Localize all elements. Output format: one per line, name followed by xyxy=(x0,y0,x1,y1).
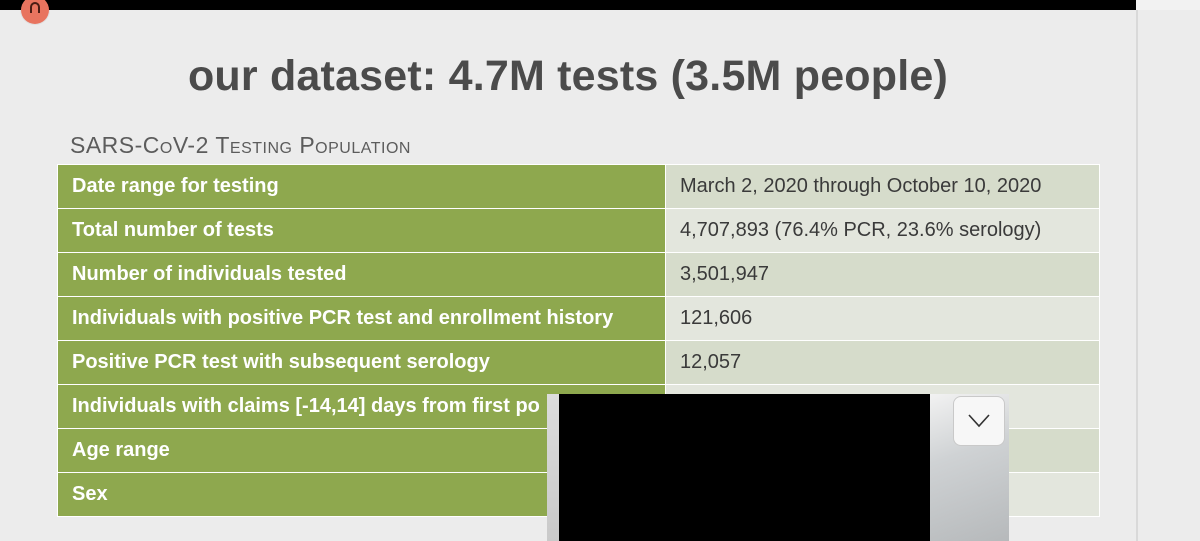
top-bar-right xyxy=(1136,0,1200,10)
row-value: March 2, 2020 through October 10, 2020 xyxy=(665,164,1100,209)
row-label: Individuals with claims [-14,14] days fr… xyxy=(57,384,666,429)
table-row: Individuals with positive PCR test and e… xyxy=(57,296,1100,341)
recording-indicator[interactable] xyxy=(21,0,49,24)
row-value: 121,606 xyxy=(665,296,1100,341)
row-label: Positive PCR test with subsequent serolo… xyxy=(57,340,666,385)
row-label: Individuals with positive PCR test and e… xyxy=(57,296,666,341)
slide-title: our dataset: 4.7M tests (3.5M people) xyxy=(187,52,949,100)
top-bar xyxy=(0,0,1136,10)
table-row: Positive PCR test with subsequent serolo… xyxy=(57,340,1100,385)
recording-icon xyxy=(30,2,40,13)
row-label: Total number of tests xyxy=(57,208,666,253)
row-value: 4,707,893 (76.4% PCR, 23.6% serology) xyxy=(665,208,1100,253)
video-left-strip xyxy=(547,394,559,541)
table-row: Total number of tests 4,707,893 (76.4% P… xyxy=(57,208,1100,253)
video-feed xyxy=(559,394,930,541)
row-label: Date range for testing xyxy=(57,164,666,209)
table-caption: SARS-CoV-2 Testing Population xyxy=(70,132,411,158)
row-label: Number of individuals tested xyxy=(57,252,666,297)
collapse-video-button[interactable] xyxy=(953,396,1005,446)
row-value: 12,057 xyxy=(665,340,1100,385)
slide-edge xyxy=(1136,10,1138,541)
chevron-down-icon xyxy=(968,414,990,428)
table-row: Number of individuals tested 3,501,947 xyxy=(57,252,1100,297)
row-value: 3,501,947 xyxy=(665,252,1100,297)
video-thumbnail[interactable] xyxy=(547,394,1009,541)
table-row: Date range for testing March 2, 2020 thr… xyxy=(57,164,1100,209)
